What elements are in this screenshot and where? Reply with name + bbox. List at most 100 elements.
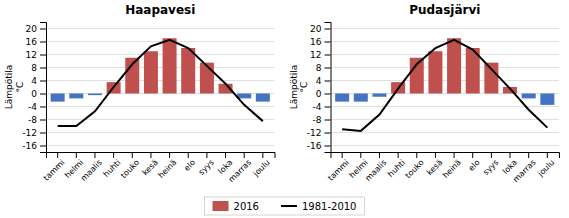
legend-label: 2016: [234, 201, 259, 212]
y-tick: -8: [28, 115, 46, 125]
y-tick-label: 0: [316, 89, 322, 99]
y-tick-label: -12: [307, 128, 322, 138]
x-tick-mark: [76, 152, 77, 158]
y-tick-label: 4: [316, 76, 322, 86]
x-tick: syys: [197, 152, 216, 177]
grid-line: [46, 67, 275, 68]
x-tick: tammi: [42, 152, 67, 183]
x-tick: tammi: [326, 152, 351, 183]
y-tick: -8: [313, 115, 331, 125]
legend-frame: [205, 197, 365, 215]
y-tick: -16: [22, 141, 46, 151]
x-tick-mark: [188, 152, 189, 158]
grid-line: [46, 41, 275, 42]
chart-root: -16 -12 -8 -4 0 4 8 12 16 20 tammihelmimaalishuhti…: [0, 0, 569, 218]
x-tick: heinä: [441, 152, 463, 180]
title: Pudasjärvi: [409, 3, 480, 17]
y-tick-mark: [40, 133, 46, 134]
line: [342, 40, 547, 131]
grid-line: [46, 145, 275, 146]
y-tick: 8: [316, 63, 331, 73]
y-axis-title: Lämpötila°C: [289, 65, 309, 110]
bar: [354, 94, 368, 102]
x-tick-label: touko: [119, 158, 141, 180]
y-tick: -12: [307, 128, 331, 138]
x-tick-mark: [113, 152, 114, 158]
y-tick-mark: [325, 68, 331, 69]
x-tick-mark: [342, 152, 343, 158]
y-tick: 0: [31, 89, 46, 99]
y-tick-label: -4: [313, 102, 322, 112]
bar: [335, 94, 349, 102]
y-tick-mark: [40, 29, 46, 30]
x-axis: tammihelmimaalishuhtitoukokesäheinäelosy…: [42, 152, 275, 184]
grid-line: [46, 132, 275, 133]
x-tick-mark: [206, 152, 207, 158]
y-tick: 0: [316, 89, 331, 99]
x-tick-label: syys: [197, 158, 216, 177]
x-tick-mark: [262, 152, 263, 158]
y-tick-mark: [325, 107, 331, 108]
legend-item: 2016: [213, 201, 259, 212]
x-tick-label: marras: [511, 158, 537, 184]
x-tick: touko: [119, 152, 141, 180]
y-tick-label: -8: [28, 115, 37, 125]
y-tick: -16: [307, 141, 331, 151]
y-tick-mark: [40, 94, 46, 95]
y-tick-label: -12: [22, 128, 37, 138]
y-tick-mark: [325, 133, 331, 134]
x-tick-label: heinä: [441, 158, 463, 180]
x-tick-label: marras: [227, 158, 253, 184]
bar: [372, 94, 386, 97]
x-tick-label: joulu: [535, 158, 556, 179]
x-tick-mark: [225, 152, 226, 158]
y-tick-mark: [40, 107, 46, 108]
x-tick: marras: [511, 152, 537, 184]
y-tick-label: 20: [310, 24, 322, 34]
grid-line: [331, 119, 560, 120]
y-tick-label: 8: [316, 63, 322, 73]
grid-line: [46, 106, 275, 107]
x-tick: elo: [467, 152, 482, 173]
x-tick-mark: [454, 152, 455, 158]
y-tick-label: -8: [313, 115, 322, 125]
x-tick-mark: [150, 152, 151, 158]
y-tick-mark: [40, 81, 46, 82]
y-tick-mark: [325, 94, 331, 95]
y-tick: -4: [28, 102, 46, 112]
x-axis-line: [331, 153, 560, 159]
y-tick: 16: [26, 37, 46, 47]
y-tick-mark: [325, 42, 331, 43]
bar: [256, 94, 270, 102]
x-tick-mark: [94, 152, 95, 158]
bar: [69, 94, 83, 99]
x-tick-mark: [244, 152, 245, 158]
x-tick: marras: [227, 152, 253, 184]
y-tick-label: -4: [28, 102, 37, 112]
grid-line: [46, 80, 275, 81]
y-tick: 12: [26, 50, 46, 60]
grid-line: [331, 67, 560, 68]
x-tick: joulu: [535, 152, 556, 179]
x-tick-label: huhti: [386, 158, 407, 179]
y-tick: 20: [26, 24, 46, 34]
x-tick-mark: [510, 152, 511, 158]
grid-line: [46, 119, 275, 120]
x-tick-mark: [360, 152, 361, 158]
y-tick-mark: [40, 120, 46, 121]
legend: 20161981-2010: [205, 197, 365, 215]
grid-line: [331, 41, 560, 42]
y-tick: 4: [31, 76, 46, 86]
x-tick-label: joulu: [251, 158, 272, 179]
grid-line: [46, 54, 275, 55]
y-tick-mark: [325, 81, 331, 82]
y-axis: -16-12-8-4048121620: [307, 23, 331, 153]
grid: [46, 29, 275, 146]
x-tick-label: touko: [404, 158, 426, 180]
y-tick-mark: [325, 55, 331, 56]
title: Haapavesi: [125, 3, 195, 17]
bar: [540, 94, 554, 105]
x-tick-label: elo: [467, 158, 482, 173]
y-tick-mark: [40, 68, 46, 69]
x-tick: joulu: [251, 152, 272, 179]
